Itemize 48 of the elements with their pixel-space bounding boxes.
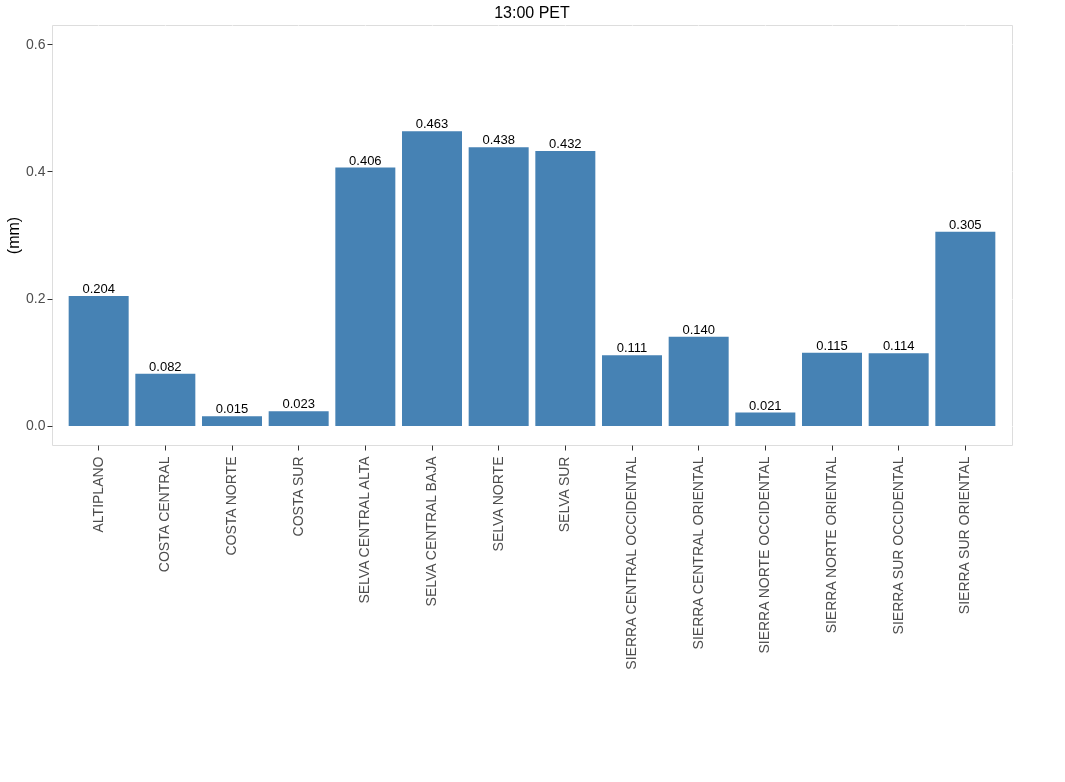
x-tick-label: SELVA SUR — [556, 456, 573, 533]
y-axis-title: (mm) — [5, 216, 23, 255]
x-tick-label: SIERRA SUR OCCIDENTAL — [889, 456, 906, 635]
x-tick-label: SIERRA CENTRAL ORIENTAL — [689, 456, 706, 650]
x-tick-label: ALTIPLANO — [89, 456, 106, 533]
bar — [468, 147, 529, 426]
data-label: 0.432 — [549, 136, 582, 151]
bar — [68, 296, 129, 426]
data-label: 0.204 — [82, 281, 115, 297]
data-label: 0.021 — [749, 397, 782, 413]
x-tick-label: COSTA SUR — [289, 456, 306, 537]
bar — [402, 131, 462, 426]
data-label: 0.015 — [215, 401, 249, 417]
x-tick-label: SELVA CENTRAL BAJA — [423, 455, 439, 607]
data-label: 0.438 — [482, 132, 515, 148]
data-label: 0.114 — [882, 338, 915, 354]
x-tick-label: SIERRA SUR ORIENTAL — [956, 456, 973, 615]
data-label: 0.305 — [949, 216, 982, 232]
data-label: 0.406 — [349, 152, 382, 168]
y-tick-label: 0.2 — [26, 290, 46, 307]
y-tick-label: 0.4 — [26, 162, 46, 179]
bar — [335, 167, 396, 426]
x-tick-label: SIERRA NORTE ORIENTAL — [823, 456, 839, 634]
bar — [735, 412, 796, 426]
x-tick-label: SELVA CENTRAL ALTA — [356, 455, 373, 604]
x-tick-label: SELVA NORTE — [489, 456, 506, 552]
bar — [802, 352, 862, 426]
x-tick-label: COSTA NORTE — [223, 456, 239, 556]
x-tick-label: SIERRA CENTRAL OCCIDENTAL — [623, 456, 639, 670]
data-label: 0.463 — [415, 116, 449, 132]
data-label: 0.140 — [682, 321, 715, 337]
bar — [535, 151, 596, 426]
x-tick-label: SIERRA NORTE OCCIDENTAL — [756, 456, 773, 654]
x-tick-label: COSTA CENTRAL — [156, 456, 173, 573]
bar — [602, 355, 662, 426]
bar — [668, 336, 729, 426]
y-tick-label: 0.6 — [26, 35, 46, 52]
bar — [135, 373, 196, 426]
data-label: 0.082 — [149, 358, 182, 374]
bar — [868, 353, 929, 426]
data-label: 0.115 — [816, 337, 848, 353]
y-tick-label: 0.0 — [26, 417, 46, 434]
bar — [935, 231, 996, 426]
data-label: 0.023 — [282, 396, 315, 412]
bar — [202, 416, 262, 426]
bar — [268, 411, 329, 426]
chart-title: 13:00 PET — [494, 4, 571, 21]
data-label: 0.111 — [616, 340, 648, 356]
